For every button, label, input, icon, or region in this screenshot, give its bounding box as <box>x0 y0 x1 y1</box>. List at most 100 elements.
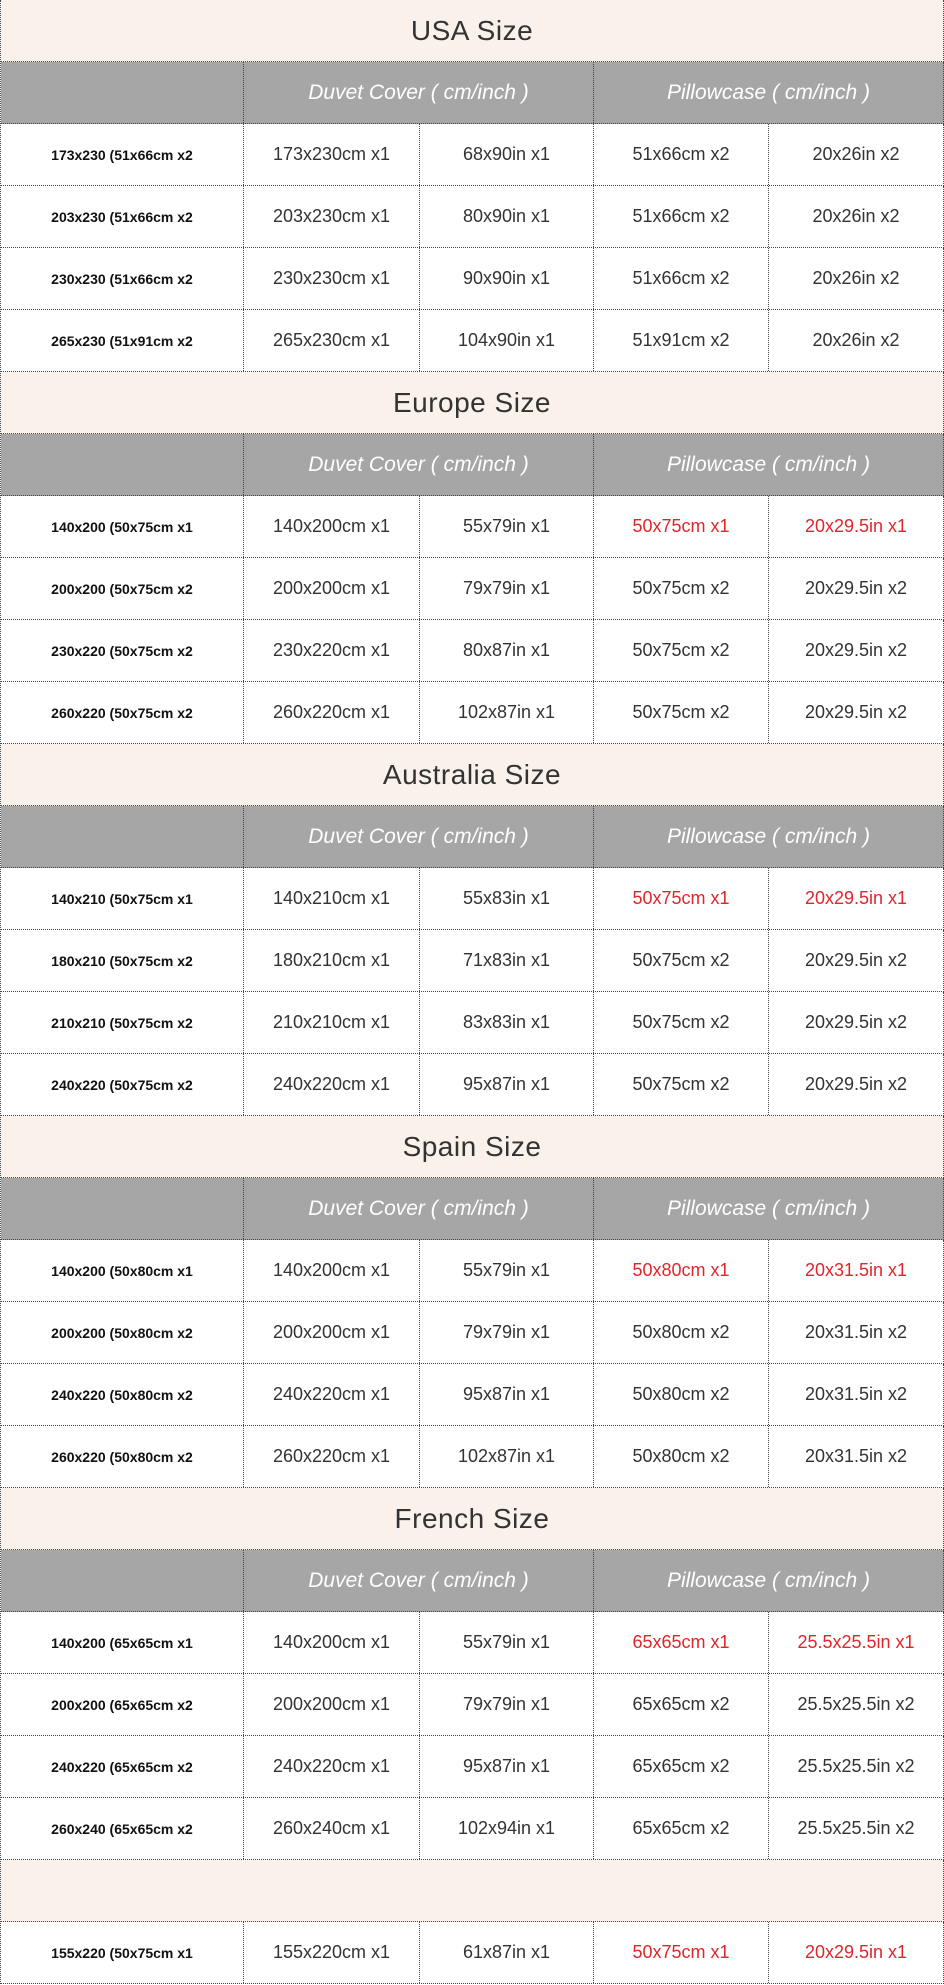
table-row: 265x230 (51x91cm x2 265x230cm x1 104x90in … <box>1 310 944 372</box>
table-row: 200x200 (50x80cm x2 200x200cm x1 79x79in x… <box>1 1302 944 1364</box>
duvet-inch: 102x87in x1 <box>420 1426 594 1487</box>
duvet-inch: 104x90in x1 <box>420 310 594 371</box>
header-pillowcase: Pillowcase ( cm/inch ) <box>666 824 871 848</box>
table-row: 240x220 (65x65cm x2 240x220cm x1 95x87in x… <box>1 1736 944 1798</box>
pillow-inch: 20x26in x2 <box>812 144 900 164</box>
section-title <box>1 1860 944 1922</box>
pillow-cm: 50x80cm x2 <box>594 1302 769 1363</box>
pillow-cm: 51x66cm x2 <box>594 124 769 185</box>
table-row: 240x220 (50x75cm x2 240x220cm x1 95x87in x… <box>1 1054 944 1116</box>
duvet-cm: 260x220cm x1 <box>244 1426 420 1487</box>
duvet-inch: 80x87in x1 <box>420 620 594 681</box>
pillow-inch: 20x31.5in x2 <box>804 1384 908 1404</box>
header-blank <box>1 1550 244 1611</box>
table-row: 200x200 (65x65cm x2 200x200cm x1 79x79in x… <box>1 1674 944 1736</box>
duvet-cm: 203x230cm x1 <box>244 186 420 247</box>
column-header-row: Duvet Cover ( cm/inch ) Pillowcase ( cm/i… <box>1 62 944 124</box>
table-row: 240x220 (50x80cm x2 240x220cm x1 95x87in x… <box>1 1364 944 1426</box>
table-row: 210x210 (50x75cm x2 210x210cm x1 83x83in x… <box>1 992 944 1054</box>
size-label: 140x200 (65x65cm x1 <box>1 1612 244 1673</box>
pillow-cm: 50x75cm x2 <box>594 1054 769 1115</box>
section-title: Spain Size <box>1 1116 944 1178</box>
header-duvet-cover: Duvet Cover ( cm/inch ) <box>244 1550 594 1611</box>
pillow-inch: 20x26in x2 <box>812 268 900 288</box>
pillow-cm: 65x65cm x2 <box>594 1674 769 1735</box>
pillow-inch: 20x29.5in x2 <box>804 640 908 660</box>
duvet-inch: 55x79in x1 <box>420 1612 594 1673</box>
duvet-cm: 140x200cm x1 <box>244 496 420 557</box>
size-label: 240x220 (50x80cm x2 <box>1 1364 244 1425</box>
section-title: Europe Size <box>1 372 944 434</box>
pillow-cm: 65x65cm x2 <box>594 1798 769 1859</box>
column-header-row: Duvet Cover ( cm/inch ) Pillowcase ( cm/i… <box>1 1550 944 1612</box>
duvet-inch: 71x83in x1 <box>420 930 594 991</box>
pillow-inch: 20x26in x2 <box>812 330 900 350</box>
duvet-inch: 102x87in x1 <box>420 682 594 743</box>
pillow-cm: 50x80cm x1 <box>594 1240 769 1301</box>
duvet-cm: 260x240cm x1 <box>244 1798 420 1859</box>
size-label: 230x230 (51x66cm x2 <box>1 248 244 309</box>
size-label: 155x220 (50x75cm x1 <box>1 1922 244 1983</box>
pillow-inch: 20x29.5in x2 <box>804 1074 908 1094</box>
duvet-cm: 230x230cm x1 <box>244 248 420 309</box>
pillow-inch: 25.5x25.5in x1 <box>797 1632 915 1652</box>
header-pillowcase: Pillowcase ( cm/inch ) <box>666 1568 871 1592</box>
table-row: 140x200 (65x65cm x1 140x200cm x1 55x79in x… <box>1 1612 944 1674</box>
table-row: 260x220 (50x75cm x2 260x220cm x1 102x87in … <box>1 682 944 744</box>
duvet-inch: 83x83in x1 <box>420 992 594 1053</box>
table-row: 230x230 (51x66cm x2 230x230cm x1 90x90in x… <box>1 248 944 310</box>
section-title: Australia Size <box>1 744 944 806</box>
size-label: 230x220 (50x75cm x2 <box>1 620 244 681</box>
table-row: 155x220 (50x75cm x1 155x220cm x1 61x87in x… <box>1 1922 944 1984</box>
pillow-inch: 25.5x25.5in x2 <box>797 1694 915 1714</box>
duvet-cm: 260x220cm x1 <box>244 682 420 743</box>
table-row: 140x200 (50x75cm x1 140x200cm x1 55x79in x… <box>1 496 944 558</box>
duvet-cm: 210x210cm x1 <box>244 992 420 1053</box>
table-row: 203x230 (51x66cm x2 203x230cm x1 80x90in x… <box>1 186 944 248</box>
size-label: 260x220 (50x75cm x2 <box>1 682 244 743</box>
header-pillowcase: Pillowcase ( cm/inch ) <box>666 452 871 476</box>
size-label: 200x200 (50x75cm x2 <box>1 558 244 619</box>
size-label: 140x200 (50x80cm x1 <box>1 1240 244 1301</box>
duvet-cm: 173x230cm x1 <box>244 124 420 185</box>
header-pillowcase: Pillowcase ( cm/inch ) <box>666 80 871 104</box>
pillow-inch: 20x31.5in x2 <box>804 1446 908 1466</box>
column-header-row: Duvet Cover ( cm/inch ) Pillowcase ( cm/i… <box>1 806 944 868</box>
duvet-inch: 55x79in x1 <box>420 496 594 557</box>
duvet-cm: 140x210cm x1 <box>244 868 420 929</box>
size-label: 260x220 (50x80cm x2 <box>1 1426 244 1487</box>
duvet-cm: 240x220cm x1 <box>244 1736 420 1797</box>
pillow-cm: 50x75cm x1 <box>594 496 769 557</box>
header-duvet-cover: Duvet Cover ( cm/inch ) <box>244 62 594 123</box>
duvet-cm: 140x200cm x1 <box>244 1612 420 1673</box>
duvet-inch: 61x87in x1 <box>420 1922 594 1983</box>
pillow-cm: 65x65cm x1 <box>594 1612 769 1673</box>
pillow-inch: 20x29.5in x1 <box>804 516 908 536</box>
pillow-inch: 20x26in x2 <box>812 206 900 226</box>
size-label: 140x210 (50x75cm x1 <box>1 868 244 929</box>
header-duvet-cover: Duvet Cover ( cm/inch ) <box>244 1178 594 1239</box>
pillow-cm: 50x75cm x2 <box>594 682 769 743</box>
duvet-inch: 95x87in x1 <box>420 1364 594 1425</box>
duvet-inch: 95x87in x1 <box>420 1054 594 1115</box>
pillow-inch: 20x31.5in x1 <box>804 1260 908 1280</box>
pillow-inch: 20x29.5in x2 <box>804 702 908 722</box>
duvet-cm: 180x210cm x1 <box>244 930 420 991</box>
pillow-inch: 20x29.5in x2 <box>804 950 908 970</box>
table-row: 180x210 (50x75cm x2 180x210cm x1 71x83in x… <box>1 930 944 992</box>
duvet-cm: 140x200cm x1 <box>244 1240 420 1301</box>
size-label: 200x200 (50x80cm x2 <box>1 1302 244 1363</box>
duvet-inch: 55x83in x1 <box>420 868 594 929</box>
duvet-inch: 68x90in x1 <box>420 124 594 185</box>
size-label: 180x210 (50x75cm x2 <box>1 930 244 991</box>
duvet-cm: 200x200cm x1 <box>244 558 420 619</box>
column-header-row: Duvet Cover ( cm/inch ) Pillowcase ( cm/i… <box>1 1178 944 1240</box>
header-duvet-cover: Duvet Cover ( cm/inch ) <box>244 434 594 495</box>
table-row: 173x230 (51x66cm x2 173x230cm x1 68x90in x… <box>1 124 944 186</box>
pillow-cm: 50x80cm x2 <box>594 1426 769 1487</box>
duvet-cm: 240x220cm x1 <box>244 1364 420 1425</box>
size-label: 140x200 (50x75cm x1 <box>1 496 244 557</box>
header-blank <box>1 806 244 867</box>
table-row: 260x240 (65x65cm x2 260x240cm x1 102x94in … <box>1 1798 944 1860</box>
